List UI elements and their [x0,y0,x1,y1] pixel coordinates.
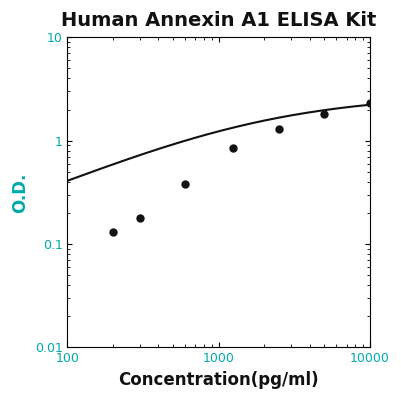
Point [230,145,237,151]
Title: Human Annexin A1 ELISA Kit: Human Annexin A1 ELISA Kit [61,11,377,30]
Point [136,214,143,221]
Point [182,181,188,187]
Point [275,126,282,132]
Point [367,100,373,106]
X-axis label: Concentration(pg/ml): Concentration(pg/ml) [118,371,319,389]
Y-axis label: O.D.: O.D. [11,172,29,212]
Point [110,229,116,236]
Point [321,111,328,118]
